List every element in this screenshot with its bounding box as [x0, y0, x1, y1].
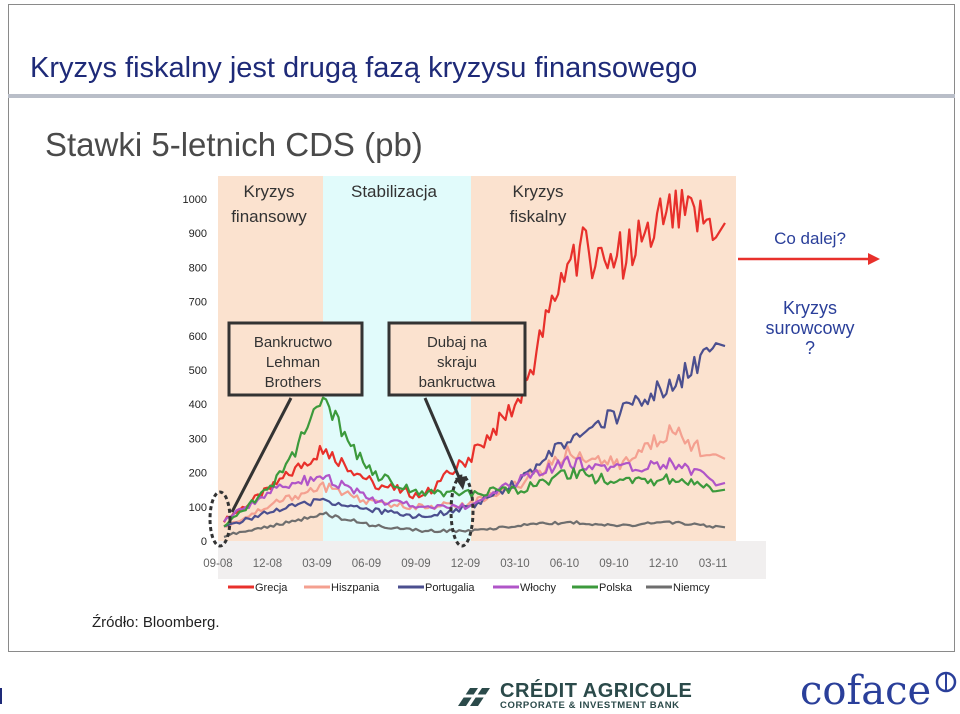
highlight-ellipse-dubai: [449, 474, 475, 548]
legend-label: Niemcy: [673, 582, 710, 594]
slide-marker: [0, 688, 2, 704]
y-tick-label: 1000: [183, 194, 207, 206]
phase-label-stabilization: Stabilizacja: [351, 182, 438, 201]
annotation-text-lehman: Bankructwo: [254, 334, 332, 351]
legend-label: Hiszpania: [331, 582, 380, 594]
y-tick-label: 300: [189, 433, 207, 445]
arrow-lehman: [230, 397, 293, 513]
phase-label-fiscal: fiskalny: [510, 207, 567, 226]
coface-logo: coface: [800, 668, 932, 714]
coface-swirl-icon: [935, 671, 957, 693]
source-note: Źródło: Bloomberg.: [92, 614, 220, 631]
y-tick-label: 100: [189, 502, 207, 514]
title-divider: [8, 94, 955, 98]
credit-agricole-logo: CRÉDIT AGRICOLE CORPORATE & INVESTMENT B…: [456, 680, 726, 712]
legend-label: Polska: [599, 582, 633, 594]
y-tick-label: 600: [189, 331, 207, 343]
x-axis-band: [218, 541, 766, 579]
arrowhead-next: [868, 253, 880, 265]
arrow-dubai: [423, 397, 463, 483]
annotation-text-dubai: bankructwa: [419, 374, 496, 391]
x-tick-label: 12-09: [451, 558, 480, 570]
annotation-commodity: surowcowy: [765, 318, 854, 338]
y-tick-label: 700: [189, 297, 207, 309]
legend-label: Portugalia: [425, 582, 475, 594]
annotation-text-dubai: skraju: [437, 354, 477, 371]
x-tick-label: 09-08: [203, 558, 232, 570]
x-tick-label: 03-09: [302, 558, 331, 570]
phase-label-financial: Kryzys: [244, 182, 295, 201]
x-tick-label: 12-08: [253, 558, 282, 570]
phase-label-fiscal: Kryzys: [513, 182, 564, 201]
highlight-ellipse-lehman: [208, 490, 232, 548]
annotation-text-dubai: Dubaj na: [427, 334, 488, 351]
y-tick-label: 0: [201, 536, 207, 548]
y-tick-label: 500: [189, 365, 207, 377]
brand-left-line2: CORPORATE & INVESTMENT BANK: [500, 700, 680, 711]
credit-agricole-mark-icon: [458, 688, 492, 706]
annotation-text-lehman: Brothers: [265, 374, 322, 391]
brand-left-line1: CRÉDIT AGRICOLE: [500, 680, 693, 702]
series-line-polska: [223, 396, 726, 528]
y-tick-label: 900: [189, 228, 207, 240]
annotation-box-dubai: [387, 321, 527, 397]
y-tick-label: 800: [189, 262, 207, 274]
series-line-grecja: [223, 188, 726, 523]
y-tick-label: 400: [189, 399, 207, 411]
x-tick-label: 03-11: [699, 558, 728, 570]
x-tick-label: 12-10: [649, 558, 678, 570]
annotation-box-lehman: [227, 321, 364, 397]
slide-title: Kryzys fiskalny jest drugą fazą kryzysu …: [30, 52, 698, 84]
x-tick-label: 06-10: [550, 558, 579, 570]
phase-label-financial: finansowy: [231, 207, 307, 226]
y-tick-label: 200: [189, 468, 207, 480]
x-tick-label: 03-10: [500, 558, 529, 570]
annotation-commodity: Kryzys: [783, 298, 837, 318]
annotation-text-lehman: Lehman: [266, 354, 320, 371]
series-line-niemcy: [223, 511, 726, 538]
annotation-commodity: ?: [805, 338, 815, 358]
arrowhead-dubai: [455, 476, 467, 490]
chart-subtitle: Stawki 5-letnich CDS (pb): [45, 126, 423, 163]
legend-label: Grecja: [255, 582, 288, 594]
annotation-next: Co dalej?: [774, 229, 846, 248]
x-tick-label: 06-09: [352, 558, 381, 570]
legend-label: Włochy: [520, 582, 557, 594]
x-tick-label: 09-10: [599, 558, 628, 570]
x-tick-label: 09-09: [401, 558, 430, 570]
